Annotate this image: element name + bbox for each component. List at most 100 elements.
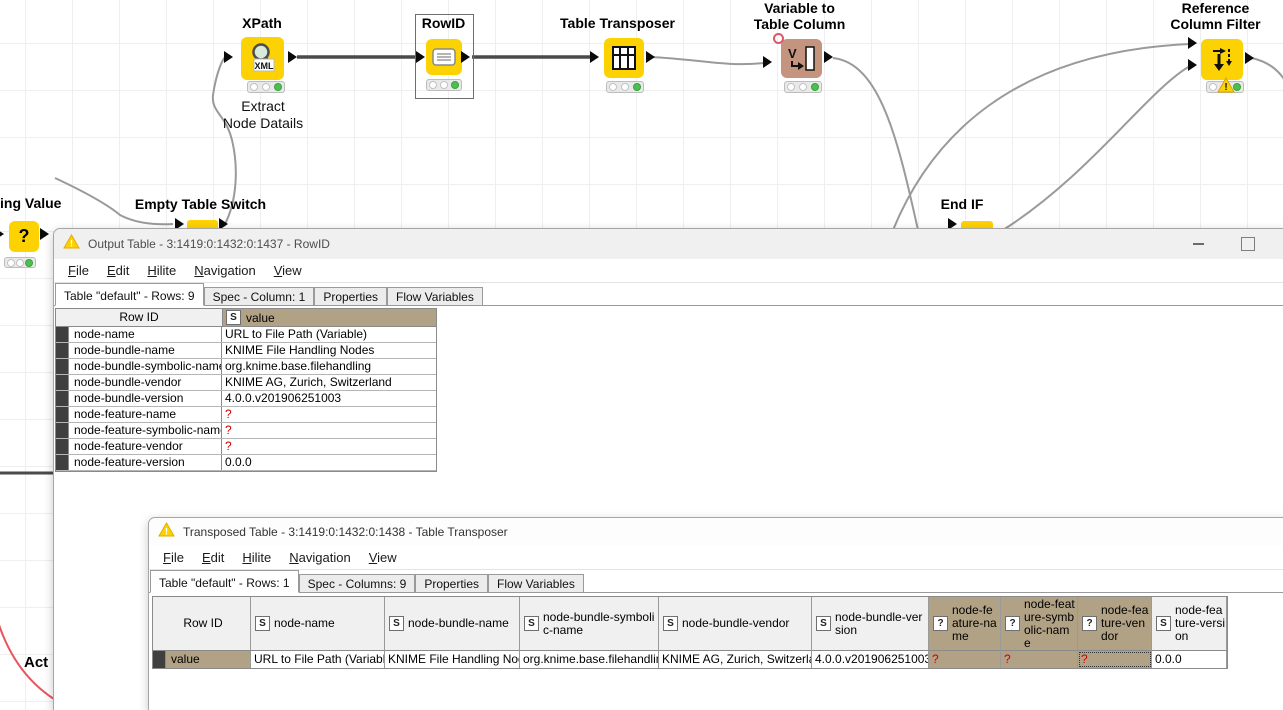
column-header[interactable]: S node-bundle-name [385, 597, 520, 651]
xpath-node-icon[interactable]: XML [241, 37, 284, 80]
column-header[interactable]: ? node-feature-vendor [1078, 597, 1152, 651]
empty-table-switch-node-icon[interactable] [187, 220, 218, 228]
row-color-marker[interactable] [56, 343, 69, 358]
menu-item[interactable]: File [163, 550, 184, 565]
menu-item[interactable]: View [273, 263, 302, 278]
flow-variable-port-icon[interactable] [773, 33, 784, 44]
end-if-node-icon[interactable] [961, 221, 993, 228]
menu-item[interactable]: Navigation [194, 263, 256, 278]
row-id-cell[interactable]: node-bundle-version [69, 391, 222, 406]
table-transposer-input-port[interactable] [590, 51, 599, 63]
value-cell[interactable]: ? [1001, 651, 1078, 668]
value-cell[interactable]: URL to File Path (Variable) [225, 327, 368, 341]
rowid-node-icon[interactable] [426, 39, 462, 75]
menu-item[interactable]: File [68, 263, 89, 278]
row-id-cell[interactable]: node-feature-vendor [69, 439, 222, 454]
row-id-cell[interactable]: node-feature-name [69, 407, 222, 422]
value-cell[interactable]: 4.0.0.v201906251003 [812, 651, 929, 668]
svg-text:!: ! [165, 527, 168, 537]
column-header[interactable]: ? node-feature-name [929, 597, 1001, 651]
row-id-cell[interactable]: node-bundle-vendor [69, 375, 222, 390]
maximize-button[interactable] [1225, 229, 1271, 258]
row-color-marker[interactable] [56, 327, 69, 342]
reference-column-filter-input-port-1[interactable] [1188, 37, 1197, 49]
row-color-marker[interactable] [56, 455, 69, 470]
table-row: node-bundle-vendor KNIME AG, Zurich, Swi… [56, 375, 436, 391]
minimize-button[interactable] [1175, 229, 1221, 258]
row-color-marker[interactable] [56, 391, 69, 406]
question-node-input-port[interactable] [0, 228, 4, 240]
row-color-marker[interactable] [56, 439, 69, 454]
rowid-output-port[interactable] [461, 51, 470, 63]
column-header[interactable]: S node-name [251, 597, 385, 651]
tab[interactable]: Table "default" - Rows: 9 [55, 283, 204, 306]
xpath-input-port[interactable] [224, 51, 233, 63]
row-color-marker[interactable] [56, 375, 69, 390]
question-node-output-port[interactable] [40, 228, 49, 240]
variable-to-table-column-input-port[interactable] [763, 56, 772, 68]
menu-item[interactable]: View [368, 550, 397, 565]
table-row: node-feature-version 0.0.0 [56, 455, 436, 471]
value-cell[interactable]: ? [1078, 651, 1152, 668]
column-header[interactable]: S node-bundle-symbolic-name [520, 597, 659, 651]
window-titlebar[interactable]: ! Output Table - 3:1419:0:1432:0:1437 - … [54, 229, 1283, 259]
menu-item[interactable]: Navigation [289, 550, 351, 565]
row-id-cell[interactable]: node-bundle-name [69, 343, 222, 358]
row-id-cell[interactable]: node-feature-symbolic-name [69, 423, 222, 438]
variable-to-table-column-output-port[interactable] [824, 51, 833, 63]
value-cell[interactable]: ? [929, 651, 1001, 668]
value-cell[interactable]: 0.0.0 [1152, 651, 1227, 668]
row-id-cell[interactable]: node-feature-version [69, 455, 222, 470]
tab[interactable]: Flow Variables [387, 287, 483, 306]
window-titlebar[interactable]: ! Transposed Table - 3:1419:0:1432:0:143… [149, 518, 1283, 546]
tab[interactable]: Spec - Columns: 9 [298, 574, 416, 593]
row-id-column-header[interactable]: Row ID [56, 309, 223, 327]
value-cell[interactable]: KNIME AG, Zurich, Switzerland [225, 375, 392, 389]
value-cell[interactable]: ? [225, 439, 232, 453]
column-header-label: Row ID [183, 616, 223, 630]
table-transposer-node-icon[interactable] [604, 38, 644, 78]
xpath-output-port[interactable] [288, 51, 297, 63]
value-cell[interactable]: org.knime.base.filehandling [225, 359, 372, 373]
empty-table-switch-input-port[interactable] [175, 218, 184, 230]
column-header[interactable]: S node-feature-version [1152, 597, 1227, 651]
tab[interactable]: Properties [415, 574, 489, 593]
value-cell[interactable]: org.knime.base.filehandling [520, 651, 659, 668]
warning-triangle-icon: ! [158, 521, 175, 542]
menu-item[interactable]: Hilite [242, 550, 272, 565]
question-node-icon[interactable]: ? [9, 221, 39, 252]
row-id-cell[interactable]: value [153, 651, 251, 668]
rowid-input-port[interactable] [416, 51, 425, 63]
column-header[interactable]: ? node-feature-symbolic-name [1001, 597, 1078, 651]
value-column-header[interactable]: S value [223, 309, 436, 327]
table-transposer-output-port[interactable] [646, 51, 655, 63]
row-color-marker[interactable] [56, 407, 69, 422]
row-color-marker[interactable] [56, 359, 69, 374]
tab[interactable]: Properties [314, 287, 388, 306]
column-header[interactable]: S node-bundle-version [812, 597, 929, 651]
value-cell[interactable]: 0.0.0 [225, 455, 252, 469]
value-cell[interactable]: 4.0.0.v201906251003 [225, 391, 342, 405]
tab[interactable]: Table "default" - Rows: 1 [150, 570, 299, 593]
row-color-marker[interactable] [56, 423, 69, 438]
value-cell[interactable]: ? [225, 423, 232, 437]
reference-column-filter-output-port[interactable] [1245, 52, 1254, 64]
row-id-cell[interactable]: node-name [69, 327, 222, 342]
value-cell[interactable]: KNIME File Handling Nodes [385, 651, 520, 668]
tab[interactable]: Spec - Column: 1 [203, 287, 315, 306]
value-cell[interactable]: ? [225, 407, 232, 421]
variable-to-table-column-node-icon[interactable]: V [781, 39, 822, 78]
row-id-cell[interactable]: node-bundle-symbolic-name [69, 359, 222, 374]
menu-item[interactable]: Edit [201, 550, 225, 565]
column-header[interactable]: S node-bundle-vendor [659, 597, 812, 651]
reference-column-filter-input-port-2[interactable] [1188, 59, 1197, 71]
column-header[interactable]: Row ID [153, 597, 251, 651]
menu-item[interactable]: Edit [106, 263, 130, 278]
tab[interactable]: Flow Variables [488, 574, 584, 593]
value-cell[interactable]: KNIME File Handling Nodes [225, 343, 375, 357]
reference-column-filter-node-icon[interactable] [1201, 39, 1243, 80]
menu-item[interactable]: Hilite [147, 263, 177, 278]
value-cell[interactable]: URL to File Path (Variable) [251, 651, 385, 668]
value-cell[interactable]: KNIME AG, Zurich, Switzerland [659, 651, 812, 668]
